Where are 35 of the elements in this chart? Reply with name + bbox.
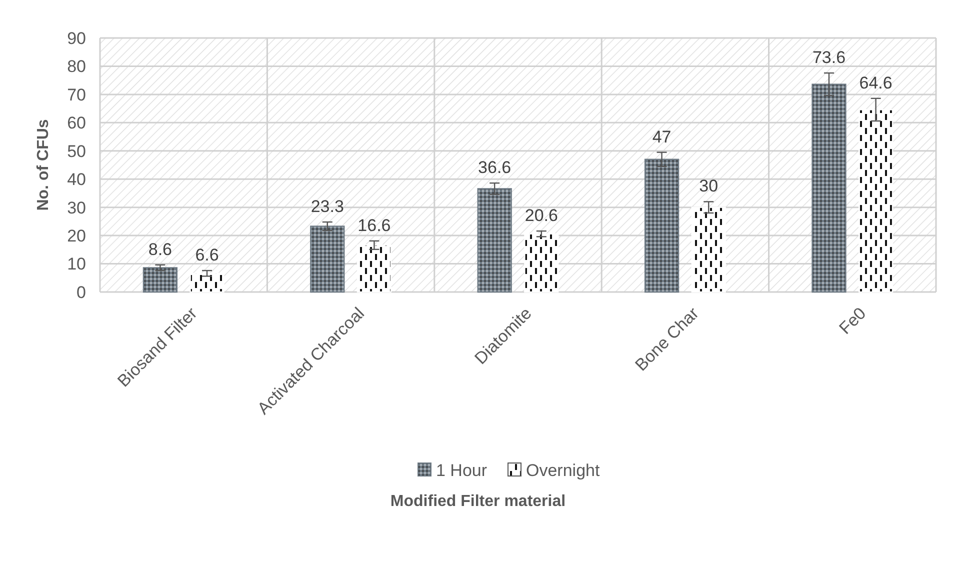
bar	[310, 226, 345, 293]
legend-label: Overnight	[526, 460, 600, 480]
y-tick-label: 20	[67, 226, 86, 246]
bar	[691, 206, 726, 293]
y-tick-label: 50	[67, 142, 86, 161]
data-label: 73.6	[812, 48, 846, 67]
bar	[356, 244, 392, 293]
bar	[524, 233, 559, 293]
y-tick-label: 90	[67, 28, 86, 48]
bar	[142, 267, 178, 293]
y-tick-label: 70	[67, 85, 86, 104]
data-label: 47	[652, 127, 672, 146]
bar	[477, 188, 512, 293]
data-label: 36.6	[478, 158, 512, 178]
data-label: 30	[699, 176, 718, 196]
bar	[190, 272, 224, 293]
bar	[644, 158, 680, 293]
data-label: 16.6	[358, 216, 391, 235]
data-label: 20.6	[524, 206, 558, 226]
y-tick-label: 0	[76, 282, 86, 302]
x-tick-label: Fe0	[835, 304, 870, 338]
y-tick-label: 80	[67, 57, 86, 76]
data-label: 23.3	[310, 197, 344, 216]
y-tick-label: 30	[67, 198, 86, 218]
data-label: 6.6	[195, 246, 219, 265]
x-axis-title: Modified Filter material	[390, 493, 566, 510]
y-axis-title: No. of CFUs	[35, 119, 52, 211]
y-tick-label: 10	[67, 254, 86, 274]
legend-label: 1 Hour	[436, 460, 488, 480]
y-tick-label: 60	[67, 114, 86, 133]
data-label: 8.6	[148, 240, 172, 259]
bar	[812, 84, 846, 293]
y-tick-label: 40	[67, 170, 86, 190]
data-label: 64.6	[859, 73, 892, 92]
bar	[858, 109, 894, 293]
